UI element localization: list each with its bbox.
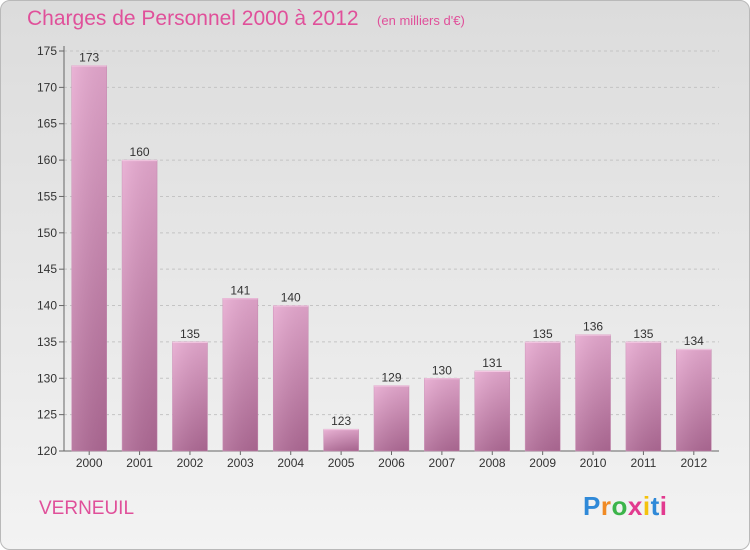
x-tick-label: 2001 [126, 456, 153, 470]
labels: 173 2000 160 2001 135 2002 141 2003 140 2004 123 20… [76, 51, 708, 470]
bar-shade [222, 298, 258, 451]
y-tick-label: 175 [37, 44, 57, 58]
bar-shade [122, 160, 158, 451]
y-tick-label: 160 [37, 153, 57, 167]
x-tick-label: 2000 [76, 456, 103, 470]
data-label: 136 [583, 320, 603, 334]
data-label: 135 [180, 327, 200, 341]
bar-shade [525, 341, 561, 451]
data-label: 160 [130, 145, 150, 159]
chart-subtitle: (en milliers d'€) [377, 13, 465, 28]
commune-name: VERNEUIL [39, 498, 135, 519]
logo-letter: x [627, 491, 643, 521]
bar-shade [676, 349, 712, 451]
x-tick-label: 2008 [479, 456, 506, 470]
x-tick-label: 2010 [580, 456, 607, 470]
logo-letter: i [642, 491, 651, 521]
bar-shade [575, 334, 611, 451]
data-label: 173 [79, 51, 99, 65]
x-tick-label: 2011 [631, 456, 657, 470]
data-label: 141 [230, 283, 250, 297]
x-tick-label: 2003 [227, 456, 254, 470]
bar-shade [424, 378, 460, 451]
y-tick-label: 120 [37, 444, 57, 458]
x-tick-label: 2004 [277, 456, 304, 470]
data-label: 129 [381, 371, 401, 385]
bar-shade [474, 371, 510, 451]
proxiti-logo[interactable]: Proxiti [583, 491, 667, 522]
data-label: 134 [684, 334, 704, 348]
logo-letter: t [650, 491, 660, 521]
y-tick-label: 125 [37, 408, 57, 422]
bar-shade [172, 341, 208, 451]
bar-shade [273, 305, 309, 451]
grid-lines [64, 50, 719, 416]
bar-shade [71, 65, 107, 451]
logo-letter: o [611, 491, 628, 521]
x-tick-label: 2002 [177, 456, 204, 470]
x-tick-label: 2005 [328, 456, 355, 470]
x-tick-label: 2006 [378, 456, 405, 470]
bar-shade [374, 385, 409, 451]
data-label: 135 [633, 327, 653, 341]
x-tick-label: 2009 [529, 456, 556, 470]
y-tick-label: 135 [37, 335, 57, 349]
y-tick-label: 145 [37, 262, 57, 276]
data-label: 135 [533, 327, 553, 341]
x-tick-label: 2012 [680, 456, 707, 470]
data-label: 123 [331, 414, 351, 428]
logo-letter: P [583, 491, 601, 521]
logo-letter: r [600, 491, 612, 521]
bars [71, 65, 712, 452]
data-label: 130 [432, 363, 452, 377]
data-label: 131 [482, 356, 502, 370]
y-tick-label: 140 [37, 299, 57, 313]
bar-shade [323, 429, 359, 451]
title-row: Charges de Personnel 2000 à 2012 (en mil… [27, 7, 465, 31]
logo-letter: i [659, 491, 668, 521]
y-tick-label: 170 [37, 80, 57, 94]
chart-title: Charges de Personnel 2000 à 2012 [27, 7, 359, 30]
y-tick-label: 150 [37, 226, 57, 240]
y-tick-label: 155 [37, 189, 57, 203]
y-tick-label: 165 [37, 117, 57, 131]
data-label: 140 [281, 291, 301, 305]
bar-shade [625, 341, 661, 451]
y-tick-label: 130 [37, 371, 57, 385]
x-tick-label: 2007 [429, 456, 456, 470]
